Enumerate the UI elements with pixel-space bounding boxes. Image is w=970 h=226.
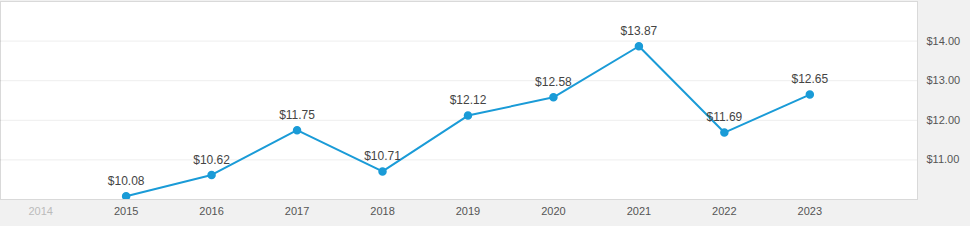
svg-text:2019: 2019	[456, 205, 480, 217]
svg-text:2020: 2020	[541, 205, 565, 217]
svg-text:$11.00: $11.00	[927, 153, 960, 165]
svg-text:$11.75: $11.75	[279, 108, 315, 122]
svg-text:$10.71: $10.71	[364, 149, 401, 163]
svg-text:$12.00: $12.00	[927, 114, 961, 126]
svg-text:$12.12: $12.12	[450, 93, 487, 107]
svg-text:2018: 2018	[370, 205, 394, 217]
svg-text:$10.62: $10.62	[193, 153, 230, 167]
svg-text:$13.00: $13.00	[927, 74, 961, 86]
svg-text:$13.87: $13.87	[621, 24, 658, 38]
svg-text:2022: 2022	[712, 205, 736, 217]
svg-text:2023: 2023	[798, 205, 822, 217]
svg-text:2014: 2014	[28, 205, 52, 217]
svg-text:2017: 2017	[285, 205, 309, 217]
svg-text:2016: 2016	[199, 205, 223, 217]
svg-text:2021: 2021	[627, 205, 651, 217]
svg-text:$11.69: $11.69	[706, 110, 742, 124]
svg-text:$10.08: $10.08	[108, 174, 145, 188]
svg-text:$12.58: $12.58	[535, 75, 572, 89]
svg-text:2015: 2015	[114, 205, 138, 217]
svg-text:$14.00: $14.00	[927, 35, 961, 47]
svg-text:$12.65: $12.65	[791, 72, 828, 86]
